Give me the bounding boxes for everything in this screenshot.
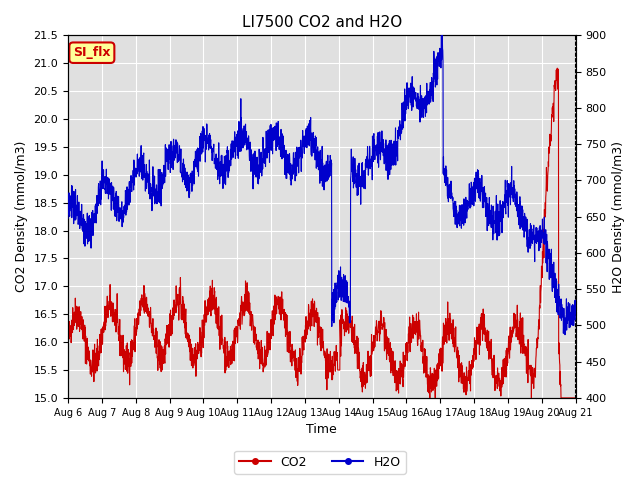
X-axis label: Time: Time bbox=[307, 423, 337, 436]
Y-axis label: H2O Density (mmol/m3): H2O Density (mmol/m3) bbox=[612, 141, 625, 293]
Legend: CO2, H2O: CO2, H2O bbox=[234, 451, 406, 474]
Text: SI_flx: SI_flx bbox=[73, 46, 111, 59]
Y-axis label: CO2 Density (mmol/m3): CO2 Density (mmol/m3) bbox=[15, 141, 28, 292]
Title: LI7500 CO2 and H2O: LI7500 CO2 and H2O bbox=[242, 15, 402, 30]
